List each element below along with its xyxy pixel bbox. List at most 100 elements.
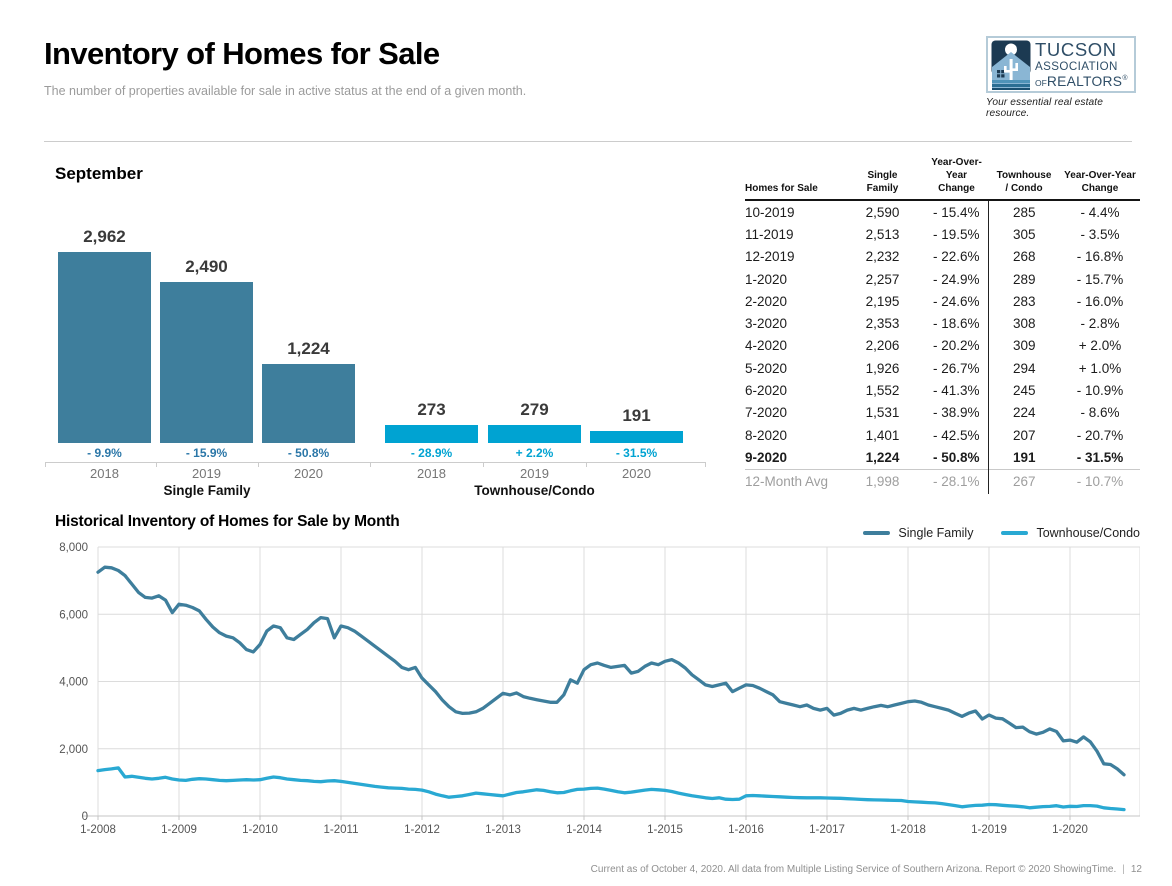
logo-line-association: ASSOCIATION xyxy=(1035,60,1118,74)
table-cell: 2,195 xyxy=(865,293,900,309)
bar-single-family-2020 xyxy=(262,364,355,443)
table-cell: - 22.6% xyxy=(925,245,989,268)
table-row: 3-2020 2,353 - 18.6% 308 - 2.8% xyxy=(745,312,1140,335)
table-cell: - 18.6% xyxy=(925,312,989,335)
table-cell: 5-2020 xyxy=(745,360,788,376)
page-title: Inventory of Homes for Sale xyxy=(44,36,440,71)
table-cell: 267 xyxy=(988,468,1060,494)
table-cell: - 15.4% xyxy=(925,200,989,224)
table-cell: 12-Month Avg xyxy=(745,468,840,494)
bar-year-label: 2020 xyxy=(622,466,651,481)
footer-text: Current as of October 4, 2020. All data … xyxy=(590,864,1117,875)
table-cell: 1,224 xyxy=(865,449,900,465)
bar-year-label: 2020 xyxy=(294,466,323,481)
tar-logo-text: TUCSON ASSOCIATION OFREALTORS® xyxy=(1035,38,1128,89)
x-axis-label: 1-2015 xyxy=(647,824,683,836)
table-cell: 1,998 xyxy=(840,468,925,494)
table-cell: - 38.9% xyxy=(925,401,989,424)
bar-yoy-label: - 15.9% xyxy=(185,446,228,460)
x-axis-label: 1-2020 xyxy=(1052,824,1088,836)
table-cell: 308 xyxy=(1012,316,1036,332)
table-cell: - 41.3% xyxy=(925,379,989,402)
table-header-cell: Single Family xyxy=(840,156,925,201)
bar-axis-tick xyxy=(258,462,259,467)
table-cell: 3-2020 xyxy=(745,316,788,332)
logo-line-tucson: TUCSON xyxy=(1035,38,1117,60)
logo-line-realtors: OFREALTORS® xyxy=(1035,73,1128,89)
bar-axis-tick xyxy=(370,462,371,467)
bar-townhouse-condo-2018 xyxy=(385,425,478,443)
table-cell: 10-2019 xyxy=(745,204,795,220)
bar-yoy-label: + 2.2% xyxy=(515,446,554,460)
table-cell: 285 xyxy=(1012,204,1036,220)
table-cell: - 2.8% xyxy=(1080,316,1120,332)
x-axis-label: 1-2017 xyxy=(809,824,845,836)
table-cell: 6-2020 xyxy=(745,383,788,399)
table-cell: - 26.7% xyxy=(925,357,989,380)
table-cell: - 10.7% xyxy=(1060,468,1140,494)
bar-value-label: 279 xyxy=(520,400,549,419)
table-row: 7-2020 1,531 - 38.9% 224 - 8.6% xyxy=(745,401,1140,424)
table-cell: - 50.8% xyxy=(925,446,989,470)
bar-yoy-label: - 50.8% xyxy=(287,446,330,460)
table-cell: 1,552 xyxy=(865,383,900,399)
bar-yoy-label: - 28.9% xyxy=(410,446,453,460)
bar-year-label: 2019 xyxy=(192,466,221,481)
table-cell: 305 xyxy=(1012,226,1036,242)
table-header-row: Homes for Sale Single Family Year-Over-Yea… xyxy=(745,156,1140,201)
table-cell: 2,590 xyxy=(865,204,900,220)
table-header-cell: Year-Over-Year Change xyxy=(1060,156,1140,201)
table-row: 1-2020 2,257 - 24.9% 289 - 15.7% xyxy=(745,267,1140,291)
bar-value-label: 2,962 xyxy=(83,227,126,246)
table-cell: - 19.5% xyxy=(925,223,989,246)
table-body: 10-2019 2,590 - 15.4% 285 - 4.4% 11-2019 2,513… xyxy=(745,200,1140,494)
bar-year-label: 2019 xyxy=(520,466,549,481)
legend-item-townhouse-condo: Townhouse/Condo xyxy=(1001,526,1140,540)
table-row: 12-2019 2,232 - 22.6% 268 - 16.8% xyxy=(745,245,1140,268)
table-cell: 309 xyxy=(1012,338,1036,354)
table-cell: - 20.2% xyxy=(925,334,989,358)
table-header-cell: Year-Over-Year Change xyxy=(925,156,988,201)
table-cell: - 24.6% xyxy=(925,290,989,313)
bar-yoy-label: - 31.5% xyxy=(615,446,658,460)
table-cell: - 42.5% xyxy=(925,423,989,447)
x-axis-label: 1-2018 xyxy=(890,824,926,836)
table-cell: 2,232 xyxy=(865,249,900,265)
table-cell: 2,257 xyxy=(865,271,900,287)
line-chart-title: Historical Inventory of Homes for Sale b… xyxy=(55,513,400,530)
bar-value-label: 1,224 xyxy=(287,339,330,358)
legend-label: Townhouse/Condo xyxy=(1036,526,1140,540)
y-axis-label: 2,000 xyxy=(59,744,88,756)
table-cell: - 16.8% xyxy=(1076,249,1124,265)
historical-line-chart: 1-2008 1-2009 1-2010 1-2011 1-2012 1-2013 1-20… xyxy=(59,542,1140,836)
y-axis-label: 4,000 xyxy=(59,677,88,689)
table-cell: 2,353 xyxy=(865,316,900,332)
table-cell: 294 xyxy=(1012,360,1036,376)
table-cell: - 24.9% xyxy=(925,267,989,291)
bar-townhouse-condo-2019 xyxy=(488,425,581,443)
bar-value-label: 2,490 xyxy=(185,257,228,276)
bar-year-label: 2018 xyxy=(90,466,119,481)
bar-value-label: 273 xyxy=(417,400,446,419)
legend-label: Single Family xyxy=(898,526,974,540)
table-row: 2-2020 2,195 - 24.6% 283 - 16.0% xyxy=(745,290,1140,313)
table-cell: 11-2019 xyxy=(745,226,794,242)
table-row: 5-2020 1,926 - 26.7% 294 + 1.0% xyxy=(745,357,1140,380)
x-axis-label: 1-2009 xyxy=(161,824,197,836)
table-cell: - 3.5% xyxy=(1080,226,1120,242)
table-cell: - 8.6% xyxy=(1080,405,1120,421)
page-number: 12 xyxy=(1130,864,1142,875)
table-cell: - 20.7% xyxy=(1076,427,1124,443)
table-cell: 2,513 xyxy=(865,226,900,242)
table-header-cell: Townhouse / Condo xyxy=(988,156,1060,201)
table-row: 8-2020 1,401 - 42.5% 207 - 20.7% xyxy=(745,423,1140,447)
bar-chart-axis xyxy=(45,462,705,463)
bar-group-label: Single Family xyxy=(163,483,251,498)
table-row: 9-2020 1,224 - 50.8% 191 - 31.5% xyxy=(745,446,1140,470)
table-cell: 207 xyxy=(1012,427,1036,443)
table-cell: 7-2020 xyxy=(745,405,788,421)
townhouse-condo-line xyxy=(96,766,1126,812)
table-cell: - 4.4% xyxy=(1080,204,1120,220)
table-cell: 1,926 xyxy=(865,360,900,376)
